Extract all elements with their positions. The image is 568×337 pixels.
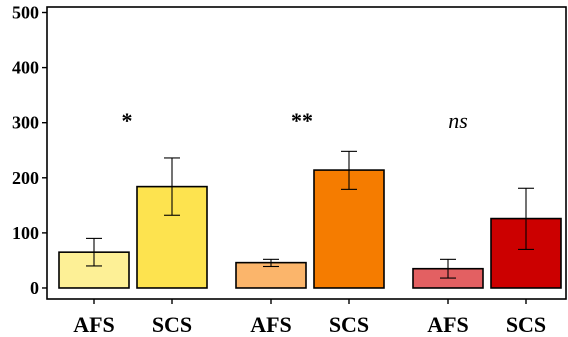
- x-category-label: AFS: [73, 312, 115, 337]
- significance-label: **: [291, 108, 313, 133]
- x-category-label: SCS: [152, 312, 192, 337]
- x-category-label: AFS: [250, 312, 292, 337]
- y-tick-label: 0: [30, 278, 39, 298]
- x-category-label: AFS: [427, 312, 469, 337]
- y-tick-label: 300: [12, 113, 39, 133]
- y-tick-label: 400: [12, 58, 39, 78]
- y-tick-label: 200: [12, 168, 39, 188]
- x-category-label: SCS: [506, 312, 546, 337]
- y-tick-label: 500: [12, 3, 39, 23]
- significance-label: *: [122, 108, 133, 133]
- plot-frame: [46, 6, 567, 300]
- significance-label: ns: [448, 108, 468, 133]
- x-category-label: SCS: [329, 312, 369, 337]
- y-tick-label: 100: [12, 223, 39, 243]
